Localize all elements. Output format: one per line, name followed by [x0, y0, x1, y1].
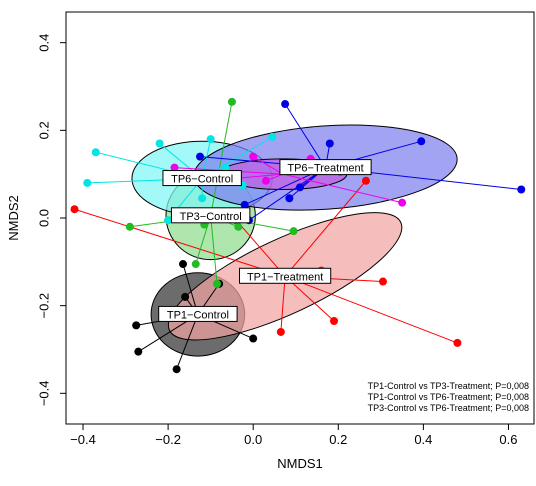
point-4-0 [517, 185, 526, 194]
group-label-box-2 [170, 207, 251, 224]
point-5-0 [170, 163, 179, 172]
point-1-4 [361, 176, 370, 185]
y-axis-title: NMDS2 [6, 195, 21, 241]
y-tick-label-3: 0.2 [36, 121, 51, 139]
spider-line-5-4 [282, 173, 403, 204]
spider-line-4-3 [284, 103, 326, 168]
point-3-2 [155, 139, 164, 148]
group-label-2: TP3−Control [170, 207, 251, 224]
spider-line-1-1 [235, 219, 286, 277]
point-4-1 [417, 137, 426, 146]
point-2-3 [227, 97, 236, 106]
point-4-3 [281, 100, 290, 109]
group-label-text-0: TP1−Control [167, 309, 229, 321]
group-label-box-3 [162, 170, 242, 187]
group-label-layer: TP1−Control TP1−Treatment TP3−Control TP6−C… [158, 159, 372, 322]
point-5-6 [261, 176, 270, 185]
point-4-5 [240, 200, 249, 209]
point-1-0 [70, 205, 79, 214]
point-4-6 [196, 152, 205, 161]
group-label-1: TP1−Treatment [239, 267, 332, 284]
point-2-0 [125, 222, 134, 231]
spider-line-5-1 [252, 156, 284, 175]
y-tick-label-1: −0.2 [36, 293, 51, 319]
point-1-6 [330, 317, 339, 325]
group-label-box-0 [158, 305, 238, 322]
y-tick-label-2: 0.0 [36, 209, 51, 227]
point-3-0 [83, 178, 92, 187]
point-2-7 [213, 279, 222, 288]
plot-frame [65, 11, 535, 425]
x-axis-title: NMDS1 [277, 456, 323, 471]
group-label-text-3: TP6−Control [171, 174, 233, 186]
point-3-3 [206, 135, 215, 144]
spider-line-1-2 [280, 276, 286, 332]
group-label-0: TP1−Control [158, 305, 238, 322]
x-tick-label-2: 0.0 [244, 432, 262, 447]
group-label-box-4 [279, 159, 372, 176]
point-0-1 [181, 292, 190, 301]
point-3-6 [268, 132, 277, 141]
group-label-3: TP6−Control [162, 170, 242, 187]
y-axis: −0.4 −0.2 0.0 0.2 0.4 [36, 34, 66, 406]
point-1-2 [276, 327, 285, 336]
y-tick-label-4: 0.4 [36, 34, 51, 52]
annotation-2: TP3-Control vs TP6-Treatment; P=0,008 [368, 403, 529, 413]
point-3-4 [221, 163, 230, 172]
point-2-5 [289, 227, 298, 236]
y-tick-label-0: −0.4 [36, 380, 51, 406]
point-3-8 [198, 194, 207, 203]
group-label-box-1 [239, 267, 332, 284]
spider-line-5-5 [234, 173, 284, 180]
ellipse-layer [131, 124, 458, 357]
group-label-4: TP6−Treatment [279, 159, 372, 176]
x-tick-label-1: −0.2 [155, 432, 181, 447]
point-4-7 [296, 183, 304, 192]
point-0-4 [172, 365, 181, 374]
point-4-4 [285, 194, 294, 203]
group-label-text-1: TP1−Treatment [247, 271, 323, 283]
point-3-7 [164, 216, 173, 225]
point-5-4 [398, 198, 407, 207]
point-2-4 [234, 222, 243, 231]
x-tick-label-3: 0.2 [329, 432, 347, 447]
point-0-2 [132, 321, 141, 330]
spider-line-1-4 [284, 180, 367, 277]
spider-line-0-4 [176, 314, 199, 370]
point-5-1 [249, 152, 258, 161]
annotation-1: TP1-Control vs TP6-Treatment; P=0,008 [368, 392, 529, 402]
group-label-text-2: TP3−Control [180, 211, 242, 223]
point-1-5 [378, 277, 387, 286]
point-3-1 [91, 148, 100, 157]
point-1-7 [453, 338, 462, 347]
group-label-text-4: TP6−Treatment [287, 163, 363, 175]
x-tick-label-4: 0.4 [414, 432, 432, 447]
point-4-2 [325, 139, 334, 148]
x-axis: −0.4 −0.2 0.0 0.2 0.4 0.6 [70, 424, 518, 447]
spider-line-2-7 [210, 215, 218, 284]
annotation-0: TP1-Control vs TP3-Treatment; P=0,008 [368, 381, 529, 391]
spider-line-1-7 [284, 275, 458, 344]
point-0-3 [134, 347, 143, 356]
x-tick-label-0: −0.4 [70, 432, 96, 447]
point-0-6 [249, 334, 258, 343]
point-2-6 [191, 260, 200, 269]
spider-line-1-0 [74, 208, 286, 277]
x-tick-label-5: 0.6 [499, 432, 517, 447]
annotation-block: TP1-Control vs TP3-Treatment; P=0,008TP1… [368, 381, 529, 413]
point-0-0 [179, 260, 187, 269]
spider-line-4-8 [248, 167, 326, 221]
